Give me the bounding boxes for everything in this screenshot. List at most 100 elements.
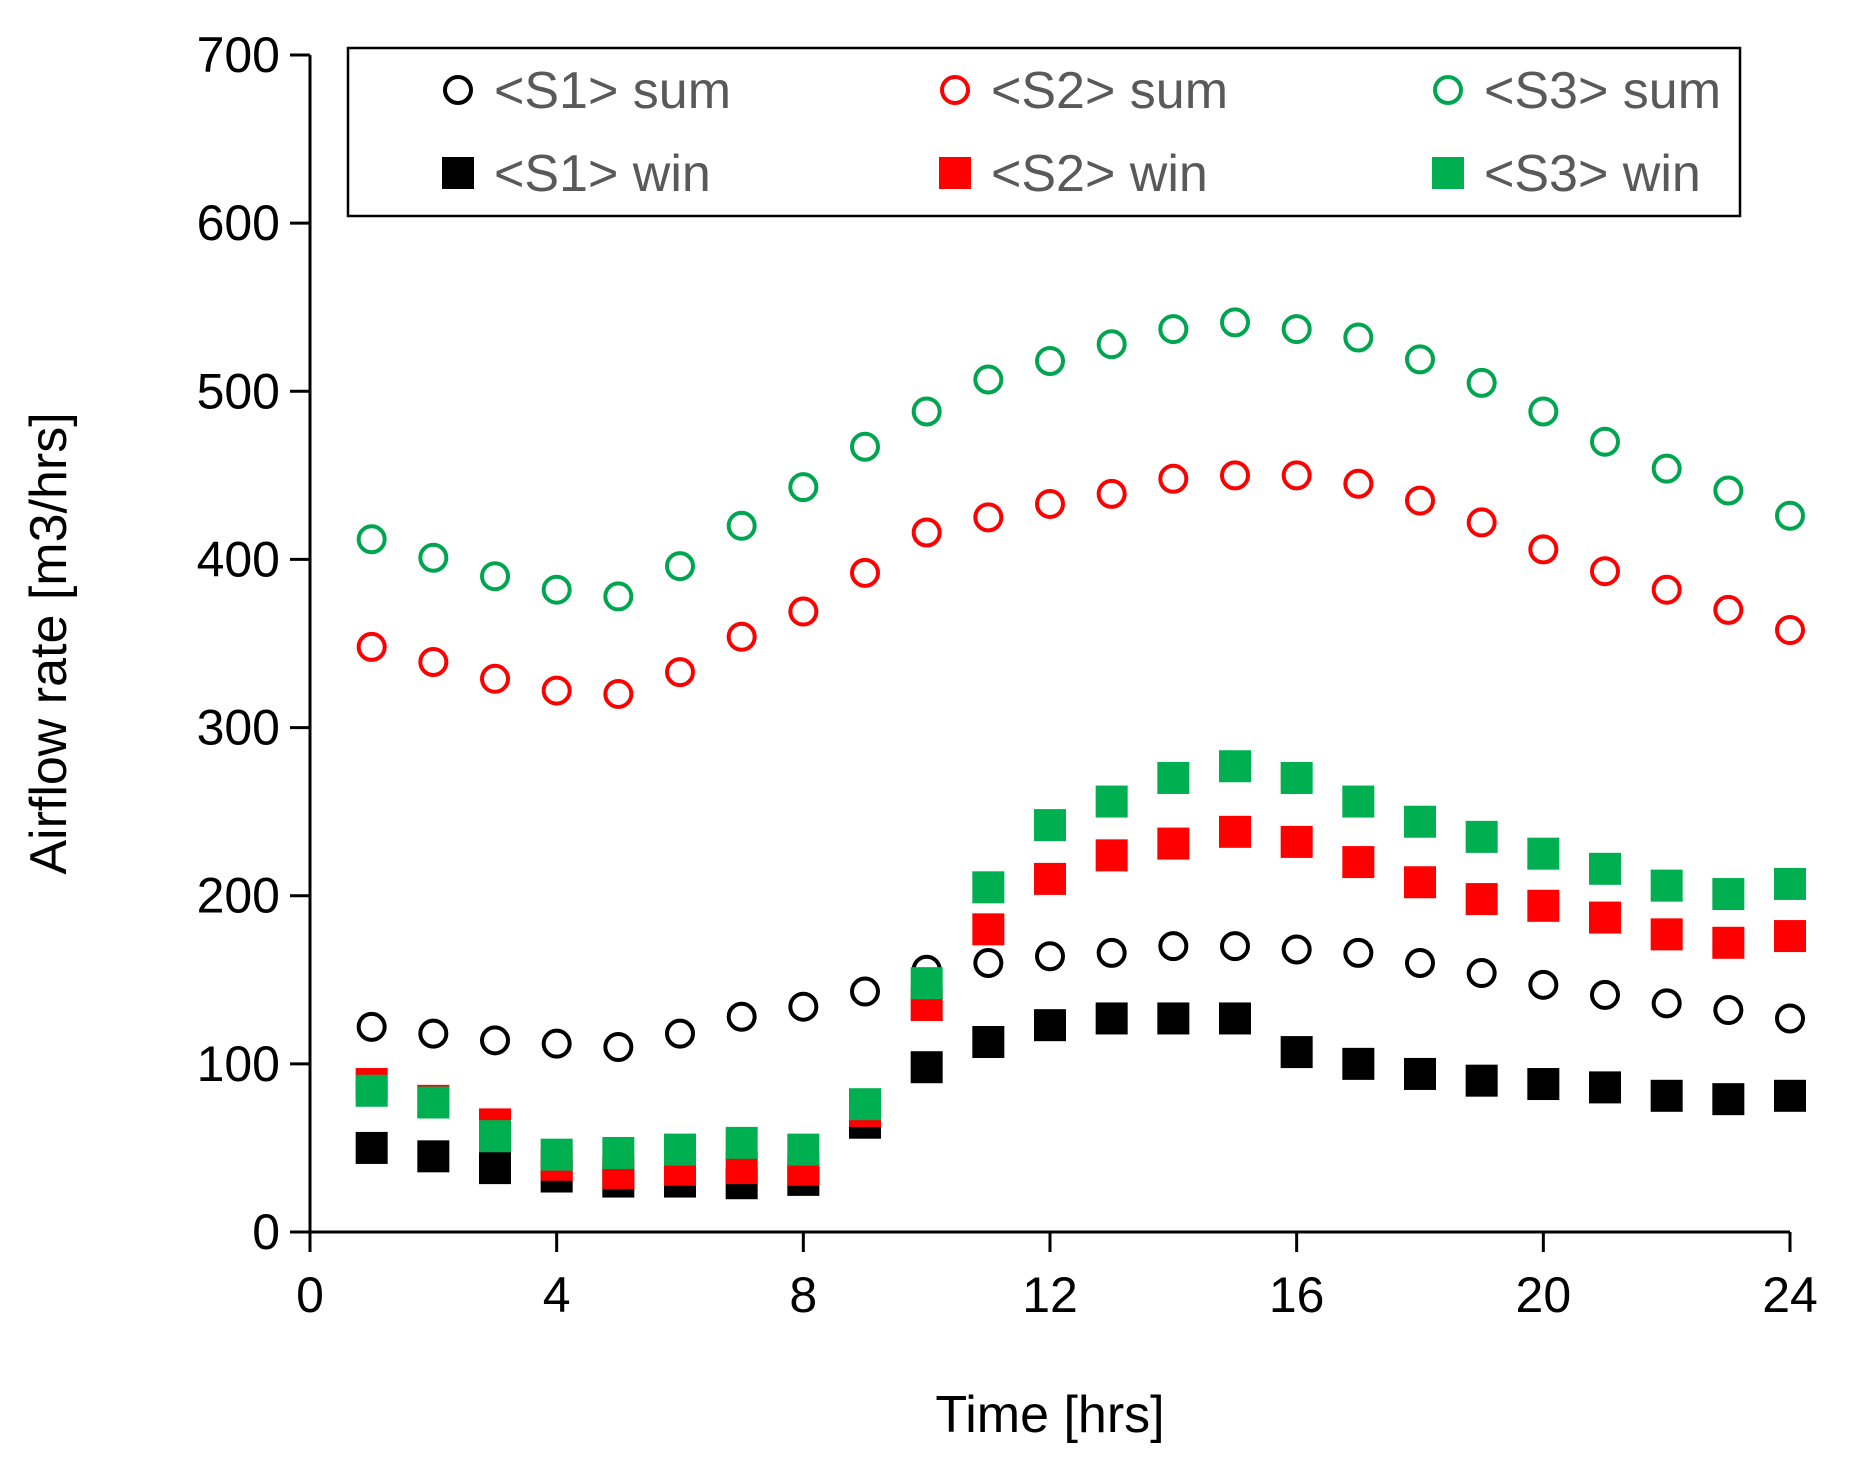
- legend-label-s1-win: <S1> win: [494, 145, 711, 203]
- data-point: [1466, 507, 1497, 538]
- data-point: [1590, 979, 1620, 1010]
- data-point: [356, 524, 387, 555]
- data-point: [1590, 556, 1620, 587]
- x-tick-label: 0: [296, 1267, 324, 1323]
- data-point: [1220, 307, 1250, 338]
- data-point: [1527, 889, 1560, 922]
- data-point: [602, 1136, 635, 1169]
- data-point: [1651, 453, 1682, 484]
- data-point: [972, 913, 1005, 946]
- data-point: [1096, 329, 1127, 360]
- data-point: [418, 646, 449, 677]
- data-point: [1219, 750, 1251, 783]
- data-point: [972, 871, 1005, 904]
- data-point: [910, 967, 943, 1000]
- data-point: [480, 663, 510, 694]
- data-point: [1404, 1057, 1436, 1090]
- y-tick-label: 700: [197, 27, 280, 83]
- data-point: [1095, 839, 1128, 872]
- legend-marker-s3-sum: [1433, 75, 1463, 105]
- data-point: [1095, 785, 1128, 818]
- data-point: [356, 1011, 387, 1042]
- legend-label-s2-win: <S2> win: [991, 145, 1208, 203]
- data-point: [1157, 762, 1190, 795]
- data-point: [1774, 867, 1806, 900]
- y-tick-label: 600: [197, 195, 280, 251]
- y-tick-label: 200: [197, 868, 280, 924]
- data-point: [725, 1126, 758, 1159]
- data-point: [850, 431, 880, 462]
- data-point: [911, 517, 942, 548]
- data-point: [1405, 485, 1435, 516]
- data-point: [1158, 463, 1189, 494]
- data-point: [1157, 827, 1190, 860]
- data-point: [1527, 1068, 1560, 1101]
- data-point: [417, 1086, 450, 1119]
- data-point: [1034, 809, 1066, 842]
- y-tick-label: 0: [252, 1204, 280, 1260]
- y-tick-label: 100: [197, 1036, 280, 1092]
- data-point: [1035, 346, 1065, 377]
- data-point: [1651, 988, 1682, 1019]
- tick-labels: 0 100 200 300 400 500 600 700 0 4 8 12 16 20 24: [197, 27, 1818, 1323]
- data-point: [1343, 322, 1374, 353]
- data-point: [1157, 1002, 1190, 1035]
- legend-marker-s1-sum: [443, 75, 473, 105]
- data-point: [1343, 468, 1374, 499]
- data-point: [540, 1138, 573, 1171]
- data-point: [1281, 934, 1312, 965]
- data-point: [603, 581, 634, 612]
- data-point: [972, 1025, 1005, 1058]
- data-point: [1528, 969, 1559, 1000]
- data-point: [480, 561, 510, 592]
- data-point: [1528, 396, 1559, 427]
- data-point: [788, 596, 819, 627]
- data-point: [1158, 931, 1189, 962]
- data-point: [418, 542, 449, 573]
- data-point: [665, 657, 695, 688]
- x-axis-title: Time [hrs]: [935, 1386, 1164, 1444]
- data-point: [1342, 846, 1375, 879]
- data-point: [1527, 837, 1560, 870]
- x-tick-label: 24: [1762, 1267, 1818, 1323]
- data-point: [541, 1028, 572, 1059]
- data-point: [1219, 1002, 1251, 1035]
- y-tick-label: 400: [197, 531, 280, 587]
- data-point: [541, 675, 572, 706]
- legend-marker-s3-win: [1432, 157, 1464, 189]
- data-point: [849, 1088, 881, 1121]
- data-point: [1035, 488, 1065, 519]
- data-point: [1465, 820, 1498, 853]
- data-point: [973, 502, 1004, 533]
- legend-label-s2-sum: <S2> sum: [991, 62, 1228, 120]
- data-point: [664, 1133, 696, 1166]
- data-point: [1095, 1002, 1128, 1035]
- data-point: [1280, 762, 1313, 795]
- axes: [290, 53, 1792, 1252]
- data-point: [418, 1018, 449, 1049]
- series-s1-sum: [356, 931, 1805, 1063]
- data-point: [1466, 958, 1497, 989]
- data-point: [1651, 574, 1682, 605]
- data-point: [910, 1051, 943, 1084]
- data-point: [1775, 500, 1805, 531]
- legend-label-s3-sum: <S3> sum: [1484, 62, 1721, 120]
- x-tick-label: 12: [1022, 1267, 1078, 1323]
- data-point: [1404, 805, 1436, 838]
- data-point: [1158, 314, 1189, 345]
- data-point: [1589, 852, 1621, 885]
- data-point: [787, 1133, 820, 1166]
- data-point: [1528, 534, 1559, 565]
- data-point: [1220, 460, 1250, 491]
- data-point: [1280, 825, 1313, 858]
- legend-box: [346, 46, 1742, 218]
- data-point: [850, 557, 880, 588]
- data-point: [1405, 344, 1435, 375]
- y-axis-title: Airflow rate [m3/hrs]: [20, 412, 78, 874]
- data-point: [1281, 314, 1312, 345]
- data-point: [1281, 460, 1312, 491]
- data-point: [1219, 815, 1251, 848]
- legend-marker-s2-win: [939, 157, 971, 189]
- legend-label-s1-sum: <S1> sum: [494, 62, 731, 120]
- data-point: [1466, 367, 1497, 398]
